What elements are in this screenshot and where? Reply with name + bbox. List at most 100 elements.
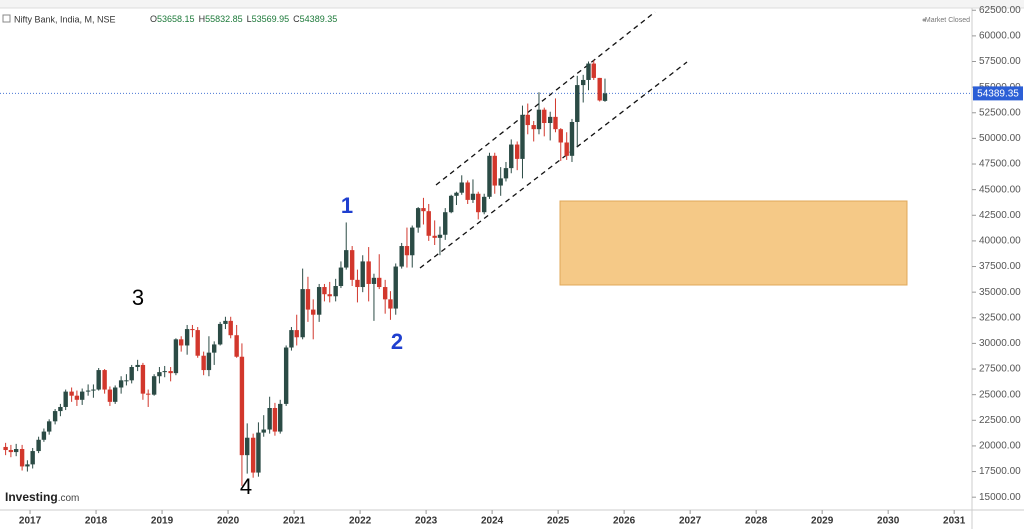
candle-body — [79, 391, 85, 400]
candle-body — [581, 79, 586, 86]
y-tick-label: 57500.00 — [979, 56, 1021, 67]
y-tick-label: 15000.00 — [979, 492, 1021, 503]
wave-label: 2 — [391, 329, 403, 354]
candle-body — [575, 85, 580, 122]
ohlc-value: 55832.85 — [205, 14, 243, 24]
candle-body — [118, 380, 124, 388]
candle-body — [234, 335, 239, 357]
candle-body — [459, 182, 464, 193]
candle-body — [178, 339, 184, 346]
candle-body — [410, 227, 415, 256]
candle-body — [140, 364, 146, 394]
x-tick-label: 2031 — [943, 516, 966, 527]
collapse-icon[interactable] — [2, 14, 11, 23]
candle-body — [52, 411, 58, 422]
candle-body — [162, 371, 167, 373]
x-tick-label: 2025 — [547, 516, 570, 527]
x-tick-label: 2023 — [415, 516, 438, 527]
x-tick-label: 2024 — [481, 516, 504, 527]
candle-body — [85, 390, 91, 392]
candle-body — [311, 309, 316, 315]
candle-body — [46, 421, 52, 432]
candle-body — [201, 355, 206, 371]
candle-body — [157, 372, 162, 377]
last-price-box — [973, 86, 1023, 101]
market-status: Market Closed — [925, 17, 970, 24]
candle-body — [124, 380, 129, 382]
candle-body — [399, 246, 404, 267]
y-tick-label: 52500.00 — [979, 107, 1021, 118]
candle-body — [327, 294, 332, 297]
candle-body — [564, 142, 569, 156]
y-tick-label: 37500.00 — [979, 261, 1021, 272]
candle-body — [261, 429, 266, 433]
candle-body — [13, 449, 19, 453]
candle-body — [437, 234, 443, 238]
wave-label: 3 — [132, 285, 144, 310]
candle-body — [360, 261, 365, 288]
candle-body — [63, 391, 68, 407]
toolbar — [0, 0, 1024, 8]
candle-body — [492, 155, 497, 186]
ohlc-value: 54389.35 — [300, 14, 338, 24]
chart-title: Nifty Bank, India, M, NSE — [14, 14, 116, 24]
y-tick-label: 50000.00 — [979, 133, 1021, 144]
candle-body — [278, 403, 283, 432]
channel-lower — [419, 61, 688, 269]
candle-body — [558, 129, 563, 143]
candle-body — [426, 211, 431, 236]
candle-body — [443, 212, 448, 235]
status-dot — [922, 18, 926, 22]
candle-body — [168, 371, 173, 374]
candle-body — [344, 250, 349, 268]
candle-body — [388, 299, 393, 309]
target-zone — [559, 200, 908, 286]
x-tick-label: 2020 — [217, 516, 240, 527]
candle-body — [145, 393, 151, 395]
wave-label: 1 — [341, 193, 353, 218]
candle-body — [366, 261, 371, 284]
candle-body — [349, 250, 355, 280]
candle-body — [30, 451, 35, 465]
ohlc-header: O53658.15 H55832.85 L53569.95 C54389.35 — [150, 14, 337, 24]
ohlc-value: 53658.15 — [157, 14, 195, 24]
candle-body — [135, 364, 140, 367]
y-tick-label: 45000.00 — [979, 184, 1021, 195]
candle-body — [404, 246, 410, 256]
candle-body — [289, 330, 294, 348]
candle-body — [509, 144, 514, 169]
candle-body — [503, 168, 509, 179]
ohlc-key: H — [199, 14, 206, 24]
candle-body — [487, 155, 492, 197]
y-tick-label: 32500.00 — [979, 312, 1021, 323]
y-tick-label: 62500.00 — [979, 5, 1021, 16]
candle-body — [212, 344, 217, 353]
candle-body — [377, 277, 382, 288]
candle-body — [74, 395, 80, 400]
candle-body — [553, 116, 558, 130]
x-tick-label: 2019 — [151, 516, 174, 527]
candle-body — [602, 93, 608, 101]
candle-body — [256, 432, 261, 473]
candle-body — [448, 195, 454, 213]
candle-body — [371, 277, 377, 284]
candle-body — [25, 464, 30, 467]
candle-body — [294, 330, 299, 338]
candle-body — [58, 406, 63, 412]
x-tick-label: 2021 — [283, 516, 306, 527]
candle-body — [69, 391, 74, 396]
candle-body — [300, 289, 305, 338]
ohlc-key: O — [150, 14, 157, 24]
candle-body — [91, 389, 96, 391]
ohlc-value: 53569.95 — [252, 14, 290, 24]
candle-body — [245, 437, 250, 456]
x-tick-label: 2027 — [679, 516, 702, 527]
candle-body — [19, 449, 25, 467]
candle-body — [597, 77, 602, 101]
candle-body — [569, 121, 575, 156]
y-tick-label: 25000.00 — [979, 389, 1021, 400]
brand-name: Investing — [5, 490, 58, 504]
candle-body — [547, 116, 553, 124]
candle-body — [476, 193, 481, 213]
